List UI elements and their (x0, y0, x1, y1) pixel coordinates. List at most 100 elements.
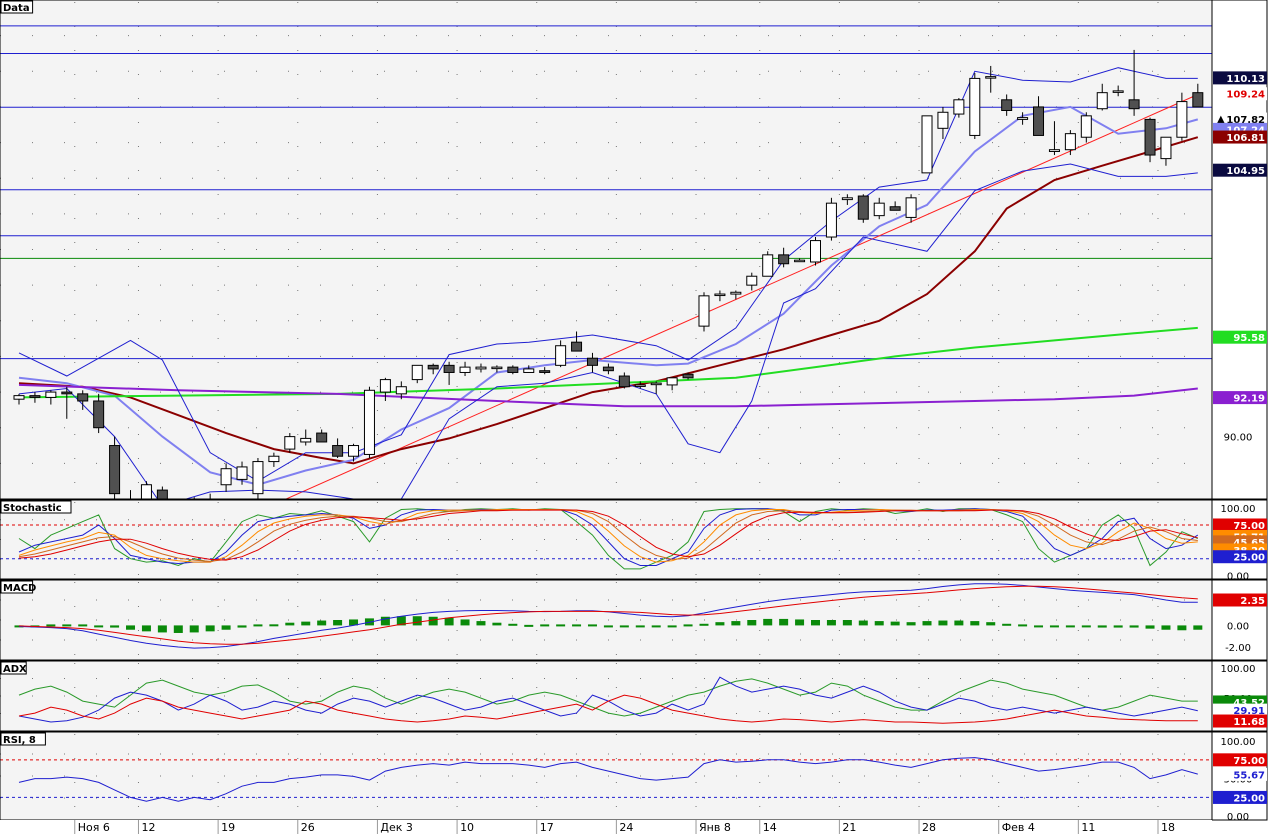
x-tick-label: 18 (1161, 821, 1175, 834)
candle-body (332, 445, 344, 457)
candle-body (953, 99, 965, 115)
histogram-bar (444, 617, 454, 626)
candle-body (1048, 149, 1060, 152)
candle-body (1192, 92, 1204, 108)
candle-body (61, 391, 73, 395)
panel-title: Data (3, 3, 30, 14)
candle-body (252, 461, 264, 495)
value-tag-box (1213, 87, 1267, 101)
panel-title: Stochastic (3, 503, 62, 514)
candle-body (730, 291, 742, 295)
histogram-bar (492, 622, 502, 626)
histogram-bar (747, 620, 757, 626)
histogram-bar (603, 625, 613, 628)
candle-body (841, 197, 853, 201)
candle-body (905, 197, 917, 218)
series-line-4 (18, 509, 1198, 561)
series-line-1 (18, 136, 1199, 465)
value-tag: 75.00 (1233, 756, 1265, 767)
candle-body (395, 386, 407, 395)
histogram-bar (858, 620, 868, 626)
value-tag-box (1213, 790, 1267, 804)
histogram-bar (986, 622, 996, 626)
x-tick-label: 28 (922, 821, 936, 834)
series-line-0 (18, 508, 1198, 570)
candle-body (45, 391, 57, 398)
candle-body (77, 393, 89, 402)
histogram-bar (301, 621, 311, 626)
plot-border (0, 579, 1213, 661)
x-tick-label: 12 (141, 821, 155, 834)
candle-body (825, 202, 837, 238)
histogram-bar (349, 619, 359, 626)
histogram-bar (189, 625, 199, 633)
value-tag: 25.00 (1233, 553, 1265, 564)
candle-body (1160, 136, 1172, 160)
histogram-bar (508, 623, 518, 626)
candles (13, 49, 1204, 526)
histogram-bar (221, 625, 231, 630)
x-tick-label: 14 (763, 821, 777, 834)
value-tag: 2.35 (1240, 596, 1265, 607)
candle-body (443, 364, 455, 373)
value-tag-box (1213, 767, 1267, 781)
plot-area (0, 579, 1213, 661)
candle-body (1064, 133, 1076, 151)
plot-border (0, 660, 1213, 732)
candle-body (300, 437, 312, 443)
histogram-bar (317, 620, 327, 626)
histogram-bar (1018, 624, 1028, 627)
histogram-bar (651, 625, 661, 628)
histogram-bar (476, 621, 486, 626)
candle-body (1176, 101, 1188, 138)
histogram-bar (954, 620, 964, 626)
candle-body (491, 366, 503, 370)
x-tick-label: 24 (619, 821, 633, 834)
y-tick-label: 100.00 (1221, 737, 1256, 748)
value-tag-box (1213, 130, 1267, 144)
x-tick-label: 26 (301, 821, 315, 834)
histogram-bar (173, 625, 183, 633)
value-tag-box (1213, 518, 1267, 532)
x-tick-label: 19 (221, 821, 235, 834)
histogram-bar (237, 625, 247, 628)
x-tick-label: Фев 4 (1002, 821, 1035, 834)
candle-body (363, 389, 375, 455)
histogram-bar (1177, 625, 1187, 631)
histogram-bar (285, 622, 295, 626)
histogram-bar (699, 623, 709, 626)
candle-body (539, 370, 551, 373)
panel-title-box (0, 661, 27, 675)
histogram-bar (1097, 625, 1107, 628)
series-line-0 (18, 678, 1198, 717)
candle-body (969, 77, 981, 136)
candle-body (586, 357, 598, 366)
histogram-bar (1193, 625, 1203, 630)
histogram-bar (1081, 625, 1091, 628)
histogram-bar (619, 625, 629, 628)
value-tag-box (1213, 703, 1267, 717)
value-tag: 92.19 (1233, 394, 1265, 405)
candle-body (1001, 99, 1013, 111)
candle-body (93, 400, 105, 429)
panel-1: 100.0050.000.0075.0058.7145.6538.2025.00… (0, 499, 1268, 583)
x-tick-label: Ноя 6 (78, 821, 110, 834)
x-axis-strip (0, 820, 1212, 834)
candle-body (507, 366, 519, 373)
x-tick-label: Янв 8 (699, 821, 731, 834)
series-line-2 (18, 105, 1199, 486)
histogram-bar (540, 624, 550, 627)
series-line-2 (18, 694, 1198, 724)
histogram-bar (1065, 625, 1075, 628)
y-tick-label: 100.00 (1221, 504, 1256, 515)
histogram-bar (1129, 625, 1139, 628)
histogram-bar (731, 621, 741, 626)
y-tick-label: 0.00 (1227, 812, 1249, 823)
candle-body (762, 254, 774, 277)
value-tag-box (1213, 71, 1267, 85)
candle-body (268, 455, 280, 463)
histogram-bar (667, 625, 677, 628)
